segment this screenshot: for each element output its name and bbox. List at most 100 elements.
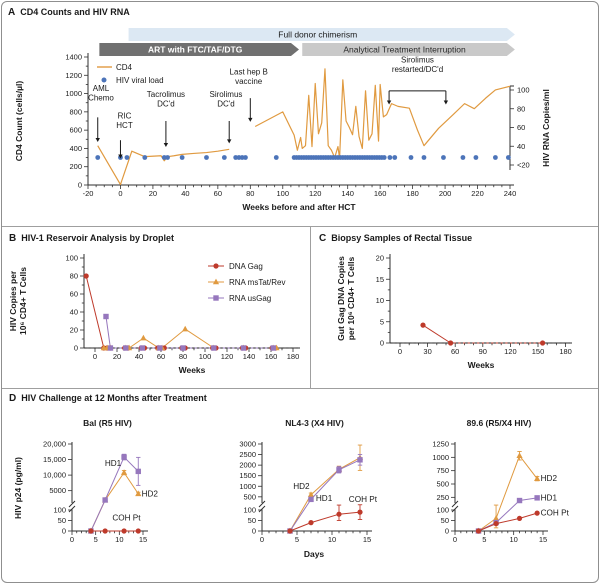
panel-c-series [390, 322, 570, 346]
svg-text:10,000: 10,000 [43, 471, 66, 480]
svg-text:1000: 1000 [432, 453, 449, 462]
panel-a-letter: A [8, 7, 16, 18]
svg-text:ART with FTC/TAF/DTG: ART with FTC/TAF/DTG [148, 45, 243, 55]
svg-text:600: 600 [69, 126, 82, 135]
svg-text:240: 240 [504, 189, 517, 198]
svg-text:COH Pt: COH Pt [112, 513, 141, 522]
svg-text:100: 100 [243, 506, 256, 515]
svg-text:DC'd: DC'd [157, 100, 175, 109]
svg-text:0: 0 [93, 352, 97, 361]
svg-text:CD4: CD4 [116, 63, 133, 72]
svg-text:140: 140 [243, 352, 256, 361]
svg-text:5: 5 [482, 535, 486, 544]
panel-d-xlabel: Days [304, 549, 325, 559]
svg-text:HIV viral load: HIV viral load [116, 76, 164, 85]
panel-d-sub0-labels: HD1 HD2 COH Pt [105, 459, 159, 523]
svg-text:100: 100 [436, 506, 449, 515]
svg-text:0: 0 [398, 347, 402, 356]
svg-text:120: 120 [504, 347, 517, 356]
svg-text:15: 15 [363, 535, 371, 544]
panel-d-sub1-labels: HD2 HD1 COH Pt [293, 482, 378, 504]
svg-text:0: 0 [453, 535, 457, 544]
panel-a-legend: CD4 HIV viral load [97, 63, 164, 85]
svg-text:5: 5 [295, 535, 299, 544]
panel-b-axes: 0 20 40 60 80 100 120 140 160 180 0 20 40 60 80 100 Week… [8, 254, 300, 375]
svg-text:DNA Gag: DNA Gag [229, 262, 263, 271]
svg-text:HD2: HD2 [541, 474, 558, 483]
svg-text:800: 800 [69, 107, 82, 116]
svg-text:150: 150 [532, 347, 545, 356]
svg-text:RNA msTat/Rev: RNA msTat/Rev [229, 278, 285, 287]
svg-text:per 10⁶ CD4+ T Cells: per 10⁶ CD4+ T Cells [346, 256, 356, 340]
svg-text:140: 140 [341, 189, 354, 198]
svg-text:0: 0 [62, 527, 66, 536]
panel-a-cd4-line [97, 68, 511, 186]
panel-d-sub0-axes: Bal (R5 HIV) 0 5 10 15 5000 10,000 15,000 20,000… [43, 418, 148, 544]
svg-text:HD1: HD1 [541, 493, 558, 502]
svg-text:Gut Gag DNA Copies: Gut Gag DNA Copies [336, 256, 346, 341]
svg-text:120: 120 [221, 352, 234, 361]
panel-b-title: B HIV-1 Reservoir Analysis by Droplet [9, 233, 174, 244]
panel-d-sub2-series [475, 451, 541, 534]
svg-text:60: 60 [517, 123, 525, 132]
svg-text:750: 750 [436, 466, 449, 475]
svg-text:20: 20 [113, 352, 121, 361]
svg-text:DC'd: DC'd [217, 100, 235, 109]
svg-text:1250: 1250 [432, 440, 449, 449]
panel-c-chart: 0 30 60 90 120 150 180 0 5 10 15 20 Weeks Gut Gag DNA… [336, 254, 572, 370]
svg-text:vaccine: vaccine [235, 77, 263, 86]
svg-text:<20: <20 [517, 161, 530, 170]
svg-text:20: 20 [376, 254, 384, 263]
banner-0 [128, 28, 515, 41]
svg-text:HIV RNA Copies/ml: HIV RNA Copies/ml [541, 89, 551, 167]
panel-a-chart: Full donor chimerism ART with FTC/TAF/DTG… [14, 28, 551, 212]
svg-text:40: 40 [70, 308, 78, 317]
svg-text:200: 200 [439, 189, 452, 198]
svg-text:0: 0 [252, 527, 256, 536]
svg-text:50: 50 [58, 516, 66, 525]
svg-text:50: 50 [248, 516, 256, 525]
panel-b-letter: B [9, 233, 17, 244]
svg-text:20: 20 [149, 189, 157, 198]
divider-b-c [310, 226, 311, 388]
svg-text:180: 180 [287, 352, 300, 361]
svg-text:HD1: HD1 [105, 459, 122, 468]
svg-text:-20: -20 [83, 189, 94, 198]
svg-text:100: 100 [65, 254, 78, 263]
svg-text:220: 220 [471, 189, 484, 198]
svg-text:120: 120 [309, 189, 322, 198]
svg-text:Weeks before and after HCT: Weeks before and after HCT [242, 202, 356, 212]
svg-text:0: 0 [78, 181, 82, 190]
svg-text:15: 15 [539, 535, 547, 544]
svg-text:0: 0 [260, 535, 264, 544]
svg-text:60: 60 [157, 352, 165, 361]
svg-text:250: 250 [436, 493, 449, 502]
svg-text:restarted/DC'd: restarted/DC'd [392, 65, 443, 74]
svg-text:80: 80 [517, 104, 525, 113]
svg-text:60: 60 [70, 290, 78, 299]
svg-text:5000: 5000 [49, 486, 66, 495]
svg-text:COH Pt: COH Pt [349, 495, 378, 504]
panel-b-series [83, 273, 298, 351]
svg-text:40: 40 [181, 189, 189, 198]
svg-text:AML: AML [93, 84, 110, 93]
banner-1 [99, 43, 299, 56]
svg-text:10: 10 [509, 535, 517, 544]
svg-text:1000: 1000 [65, 89, 82, 98]
svg-text:5: 5 [94, 535, 98, 544]
svg-text:HD2: HD2 [142, 489, 159, 498]
svg-text:Sirolimus: Sirolimus [401, 55, 434, 64]
svg-text:HD1: HD1 [316, 494, 333, 503]
svg-text:500: 500 [436, 480, 449, 489]
panel-c-letter: C [319, 233, 327, 244]
svg-text:3000: 3000 [239, 440, 256, 449]
svg-text:15: 15 [376, 275, 384, 284]
svg-text:60: 60 [214, 189, 222, 198]
panel-a-title: A CD4 Counts and HIV RNA [8, 7, 130, 18]
svg-text:89.6 (R5/X4 HIV): 89.6 (R5/X4 HIV) [467, 418, 532, 428]
svg-text:40: 40 [517, 142, 525, 151]
svg-text:160: 160 [374, 189, 387, 198]
svg-text:100: 100 [277, 189, 290, 198]
panel-d-sub0-series [87, 453, 142, 534]
